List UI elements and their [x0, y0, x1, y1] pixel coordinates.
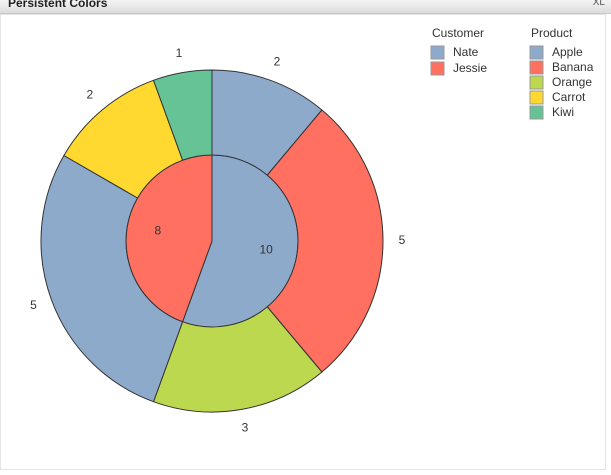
- legend-swatch: [529, 75, 544, 90]
- outer-label: 1: [176, 46, 183, 60]
- legend-label: Orange: [552, 75, 592, 89]
- outer-slice: [266, 109, 384, 373]
- legend-label: Banana: [552, 60, 594, 74]
- outer-label: 2: [274, 55, 281, 69]
- legend-title: Product: [531, 26, 573, 40]
- outer-slice: [40, 154, 184, 403]
- inner-label: 8: [154, 224, 161, 238]
- outer-label: 2: [87, 88, 94, 102]
- legend-swatch: [430, 61, 445, 76]
- chart-title: Persistent Colors: [8, 0, 108, 10]
- legend-swatch: [529, 105, 544, 120]
- outer-slice: [152, 69, 213, 161]
- inner-label: 10: [259, 243, 273, 257]
- title-bar: Persistent Colors XL: [0, 0, 611, 14]
- legend-title: Customer: [432, 26, 484, 40]
- legend-label: Jessie: [453, 61, 487, 75]
- legend-swatch: [529, 60, 544, 75]
- outer-label: 5: [30, 298, 37, 312]
- outer-slice: [152, 306, 323, 413]
- legend-swatch: [430, 45, 445, 60]
- legend-label: Kiwi: [552, 105, 574, 119]
- outer-label: 5: [399, 233, 406, 247]
- chart: 10 2 5 3 8 5 2 1 Customer Nate Jessie Product AppleB…: [0, 14, 606, 470]
- outer-label: 3: [242, 420, 249, 434]
- legend-swatch: [529, 90, 544, 105]
- legend-label: Carrot: [552, 90, 586, 104]
- legend-label: Apple: [552, 45, 583, 59]
- legend-label: Nate: [453, 45, 479, 59]
- xl-button[interactable]: XL: [592, 0, 605, 8]
- legend-swatch: [529, 45, 544, 60]
